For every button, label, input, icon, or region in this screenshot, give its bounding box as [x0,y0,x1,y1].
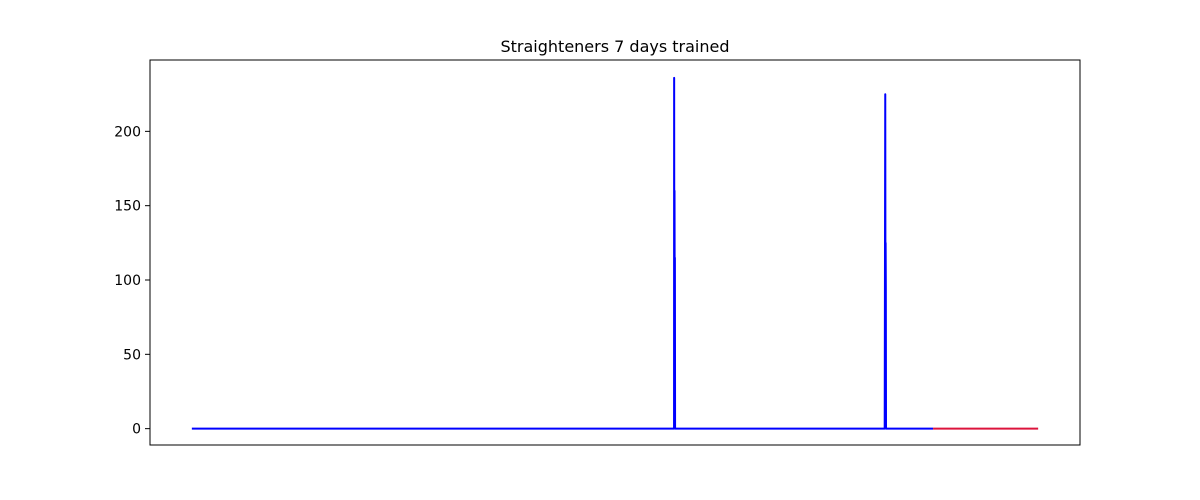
y-tick-label: 200 [114,124,141,140]
plot-frame [149,59,1081,446]
series-line-0 [191,76,934,430]
series-layer [191,76,1039,430]
y-tick-label: 150 [114,199,141,215]
chart-title: Straighteners 7 days trained [500,37,729,56]
y-tick-label: 100 [114,273,141,289]
y-tick-label: 0 [132,422,141,438]
y-tick-label: 50 [123,347,141,363]
y-axis: 0 50 100 150 200 [114,124,150,438]
